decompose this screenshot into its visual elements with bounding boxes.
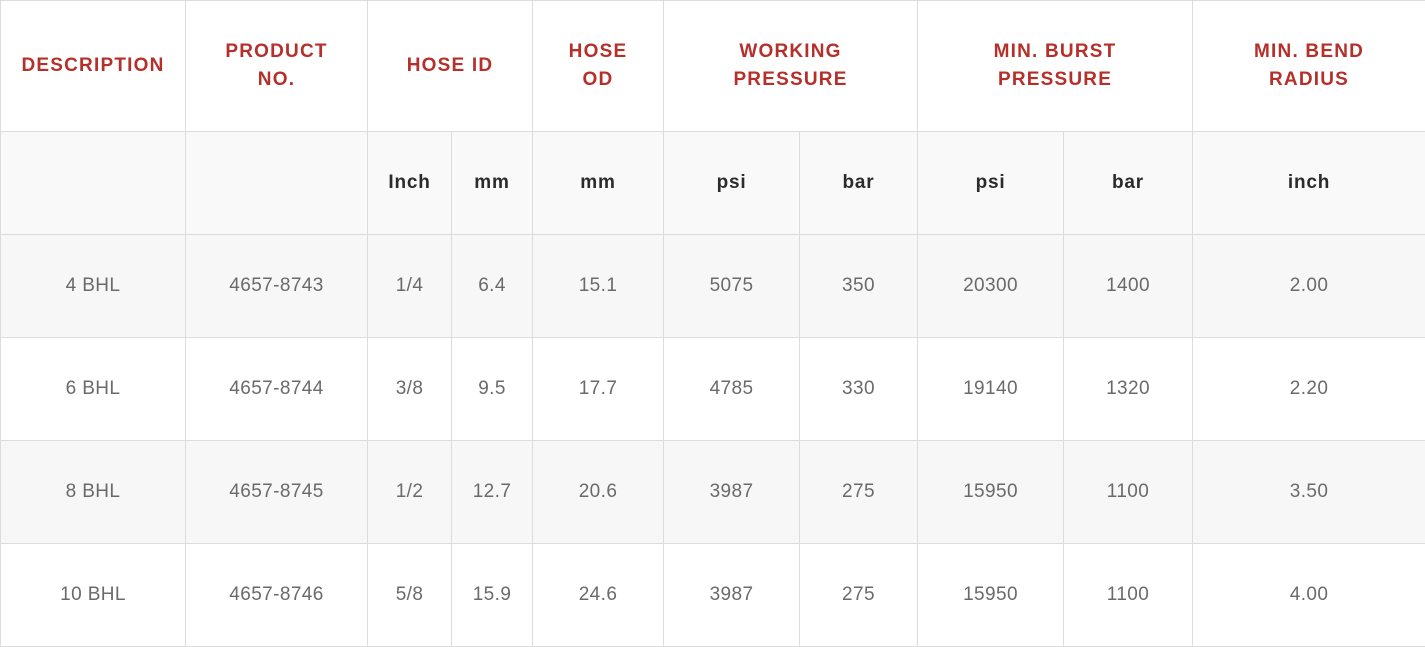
- cell-burst-bar: 1100: [1063, 440, 1194, 544]
- cell-bend-inch: 4.00: [1192, 543, 1425, 647]
- header-hose-id-line-1: HOSE ID: [406, 55, 494, 76]
- column-header-row: DESCRIPTION PRODUCT NO. HOSE ID HOSE OD …: [0, 0, 1425, 132]
- unit-cell-burst-psi: psi: [917, 131, 1065, 235]
- unit-cell-hose-id-inch: Inch: [367, 131, 452, 235]
- cell-bend-inch: 2.00: [1192, 234, 1425, 338]
- unit-cell-burst-bar: bar: [1063, 131, 1194, 235]
- unit-cell-hose-od-mm: mm: [532, 131, 664, 235]
- header-description: DESCRIPTION: [0, 0, 186, 132]
- header-min-burst-pressure-line-1: MIN. BURST: [993, 41, 1117, 62]
- header-min-burst-pressure-line-2: PRESSURE: [997, 69, 1113, 90]
- header-working-pressure-line-1: WORKING: [739, 41, 842, 62]
- cell-hose-id-mm: 6.4: [451, 234, 533, 338]
- unit-cell-hose-id-mm: mm: [451, 131, 533, 235]
- table-row: 6 BHL 4657-8744 3/8 9.5 17.7 4785 330 19…: [0, 337, 1425, 441]
- header-hose-id: HOSE ID: [367, 0, 533, 132]
- cell-burst-psi: 20300: [917, 234, 1065, 338]
- cell-description: 4 BHL: [0, 234, 186, 338]
- unit-cell-bend-inch: inch: [1192, 131, 1425, 235]
- cell-hose-id-inch: 5/8: [367, 543, 452, 647]
- cell-working-psi: 3987: [663, 440, 800, 544]
- cell-hose-od-mm: 15.1: [532, 234, 664, 338]
- cell-working-bar: 275: [798, 543, 919, 647]
- cell-description: 10 BHL: [0, 543, 186, 647]
- cell-burst-psi: 15950: [917, 440, 1065, 544]
- cell-working-psi: 5075: [663, 234, 800, 338]
- cell-hose-id-inch: 1/4: [367, 234, 452, 338]
- cell-hose-od-mm: 24.6: [532, 543, 664, 647]
- header-working-pressure: WORKING PRESSURE: [662, 0, 919, 132]
- header-min-burst-pressure: MIN. BURST PRESSURE: [917, 0, 1194, 132]
- cell-hose-id-inch: 3/8: [367, 337, 452, 441]
- cell-product-no: 4657-8745: [185, 440, 368, 544]
- cell-burst-psi: 15950: [917, 543, 1065, 647]
- header-product-no: PRODUCT NO.: [185, 0, 368, 132]
- unit-cell-product-no: [185, 131, 368, 235]
- unit-cell-description: [0, 131, 186, 235]
- cell-hose-id-inch: 1/2: [367, 440, 452, 544]
- cell-working-psi: 3987: [663, 543, 800, 647]
- cell-bend-inch: 2.20: [1192, 337, 1425, 441]
- cell-working-bar: 350: [798, 234, 919, 338]
- unit-cell-working-psi: psi: [663, 131, 800, 235]
- header-min-bend-radius-line-2: RADIUS: [1269, 69, 1350, 90]
- cell-description: 8 BHL: [0, 440, 186, 544]
- cell-working-bar: 330: [798, 337, 919, 441]
- header-product-no-line-2: NO.: [257, 69, 296, 90]
- cell-burst-bar: 1320: [1063, 337, 1194, 441]
- cell-hose-id-mm: 15.9: [451, 543, 533, 647]
- cell-working-psi: 4785: [663, 337, 800, 441]
- table-row: 4 BHL 4657-8743 1/4 6.4 15.1 5075 350 20…: [0, 234, 1425, 338]
- unit-row: Inch mm mm psi bar psi bar inch: [0, 131, 1425, 235]
- cell-hose-od-mm: 17.7: [532, 337, 664, 441]
- table-row: 10 BHL 4657-8746 5/8 15.9 24.6 3987 275 …: [0, 543, 1425, 647]
- cell-product-no: 4657-8746: [185, 543, 368, 647]
- cell-product-no: 4657-8744: [185, 337, 368, 441]
- cell-working-bar: 275: [798, 440, 919, 544]
- header-hose-od-line-2: OD: [582, 69, 614, 90]
- header-description-line-1: DESCRIPTION: [21, 55, 165, 76]
- table-row: 8 BHL 4657-8745 1/2 12.7 20.6 3987 275 1…: [0, 440, 1425, 544]
- header-min-bend-radius-line-1: MIN. BEND: [1254, 41, 1365, 62]
- header-min-bend-radius: MIN. BEND RADIUS: [1192, 0, 1425, 132]
- cell-hose-id-mm: 9.5: [451, 337, 533, 441]
- cell-hose-od-mm: 20.6: [532, 440, 664, 544]
- cell-hose-id-mm: 12.7: [451, 440, 533, 544]
- cell-bend-inch: 3.50: [1192, 440, 1425, 544]
- cell-burst-bar: 1100: [1063, 543, 1194, 647]
- cell-burst-psi: 19140: [917, 337, 1065, 441]
- cell-description: 6 BHL: [0, 337, 186, 441]
- header-hose-od: HOSE OD: [532, 0, 664, 132]
- cell-burst-bar: 1400: [1063, 234, 1194, 338]
- cell-product-no: 4657-8743: [185, 234, 368, 338]
- unit-cell-working-bar: bar: [798, 131, 919, 235]
- header-hose-od-line-1: HOSE: [568, 41, 628, 62]
- header-product-no-line-1: PRODUCT: [225, 41, 328, 62]
- header-working-pressure-line-2: PRESSURE: [733, 69, 848, 90]
